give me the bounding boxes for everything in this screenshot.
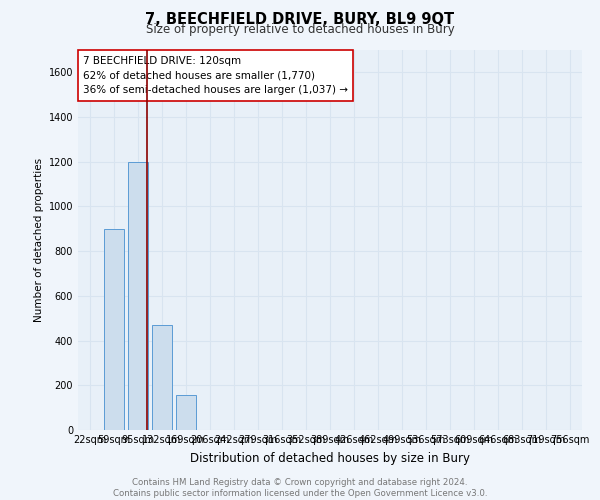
Bar: [104, 229, 124, 430]
X-axis label: Distribution of detached houses by size in Bury: Distribution of detached houses by size …: [190, 452, 470, 465]
Text: 7 BEECHFIELD DRIVE: 120sqm
62% of detached houses are smaller (1,770)
36% of sem: 7 BEECHFIELD DRIVE: 120sqm 62% of detach…: [83, 56, 348, 96]
Text: Contains HM Land Registry data © Crown copyright and database right 2024.
Contai: Contains HM Land Registry data © Crown c…: [113, 478, 487, 498]
Y-axis label: Number of detached properties: Number of detached properties: [34, 158, 44, 322]
Text: 7, BEECHFIELD DRIVE, BURY, BL9 9QT: 7, BEECHFIELD DRIVE, BURY, BL9 9QT: [145, 12, 455, 28]
Bar: [128, 162, 148, 430]
Text: Size of property relative to detached houses in Bury: Size of property relative to detached ho…: [146, 22, 454, 36]
Bar: [176, 396, 196, 430]
Bar: [152, 325, 172, 430]
